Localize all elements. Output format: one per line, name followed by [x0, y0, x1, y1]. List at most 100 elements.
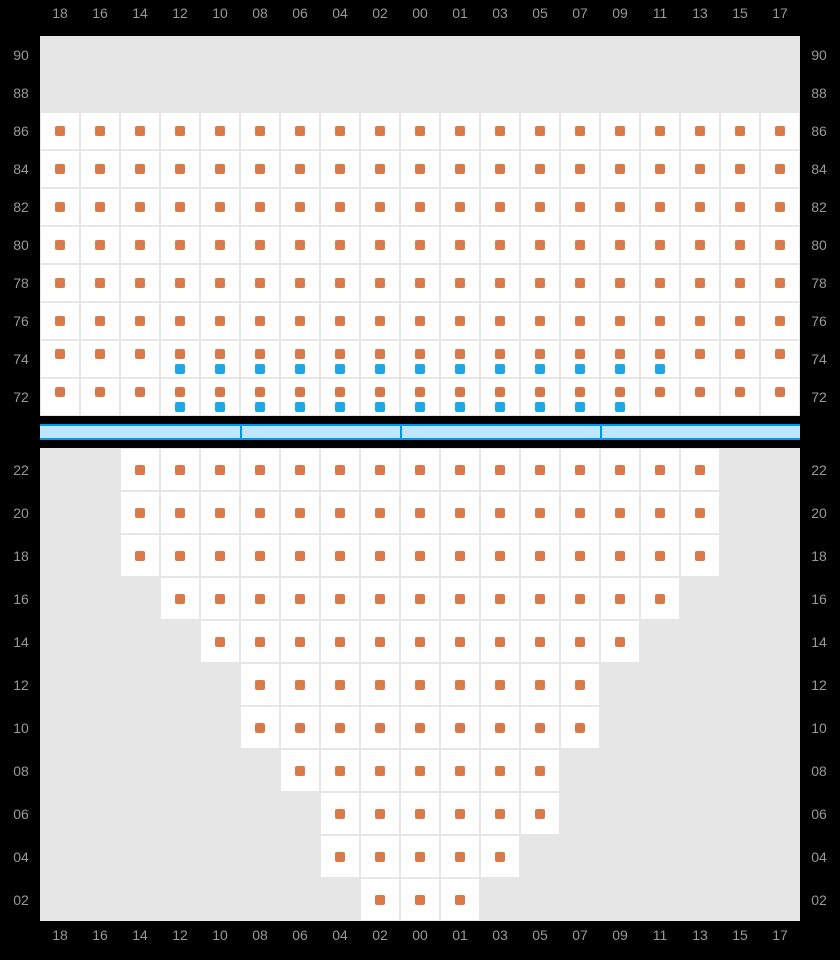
seat-cell[interactable] [600, 226, 640, 264]
seat-cell[interactable] [320, 491, 360, 534]
seat-cell[interactable] [480, 663, 520, 706]
seat-cell[interactable] [760, 150, 800, 188]
seat-cell[interactable] [80, 302, 120, 340]
seat-cell[interactable] [520, 792, 560, 835]
seat-cell[interactable] [480, 792, 520, 835]
seat-cell[interactable] [400, 264, 440, 302]
seat-cell[interactable] [440, 663, 480, 706]
seat-cell[interactable] [320, 706, 360, 749]
seat-cell[interactable] [200, 302, 240, 340]
seat-cell[interactable] [760, 340, 800, 378]
seat-cell[interactable] [680, 150, 720, 188]
seat-cell[interactable] [520, 302, 560, 340]
seat-cell[interactable] [280, 663, 320, 706]
seat-cell[interactable] [640, 226, 680, 264]
seat-cell[interactable] [400, 448, 440, 491]
seat-cell[interactable] [560, 663, 600, 706]
seat-cell[interactable] [320, 226, 360, 264]
seat-cell[interactable] [640, 264, 680, 302]
seat-cell[interactable] [320, 534, 360, 577]
seat-cell[interactable] [400, 188, 440, 226]
seat-cell[interactable] [720, 264, 760, 302]
seat-cell[interactable] [400, 112, 440, 150]
seat-cell[interactable] [600, 112, 640, 150]
seat-cell[interactable] [480, 226, 520, 264]
seat-cell[interactable] [600, 491, 640, 534]
seat-cell[interactable] [360, 302, 400, 340]
seat-cell[interactable] [720, 378, 760, 416]
seat-cell[interactable] [320, 264, 360, 302]
seat-cell[interactable] [440, 226, 480, 264]
seat-cell[interactable] [520, 663, 560, 706]
seat-cell[interactable] [640, 491, 680, 534]
seat-cell[interactable] [440, 749, 480, 792]
seat-cell[interactable] [520, 491, 560, 534]
seat-cell[interactable] [400, 620, 440, 663]
seat-cell[interactable] [120, 226, 160, 264]
seat-cell[interactable] [680, 188, 720, 226]
seat-cell[interactable] [640, 112, 680, 150]
seat-cell[interactable] [200, 226, 240, 264]
seat-cell[interactable] [640, 534, 680, 577]
seat-cell[interactable] [600, 264, 640, 302]
seat-cell[interactable] [520, 226, 560, 264]
seat-cell[interactable] [160, 534, 200, 577]
seat-cell[interactable] [440, 302, 480, 340]
seat-cell[interactable] [280, 302, 320, 340]
seat-cell[interactable] [560, 577, 600, 620]
seat-cell[interactable] [120, 302, 160, 340]
seat-cell[interactable] [320, 792, 360, 835]
seat-cell[interactable] [520, 448, 560, 491]
seat-cell[interactable] [240, 302, 280, 340]
seat-cell[interactable] [760, 378, 800, 416]
seat-cell[interactable] [600, 620, 640, 663]
seat-cell[interactable] [320, 620, 360, 663]
seat-cell[interactable] [360, 706, 400, 749]
seat-cell[interactable] [400, 835, 440, 878]
seat-cell[interactable] [440, 792, 480, 835]
seat-cell[interactable] [680, 264, 720, 302]
seat-cell[interactable] [520, 150, 560, 188]
seat-cell[interactable] [520, 706, 560, 749]
seat-cell[interactable] [160, 150, 200, 188]
seat-cell[interactable] [560, 264, 600, 302]
seat-cell[interactable] [360, 226, 400, 264]
seat-cell[interactable] [640, 448, 680, 491]
seat-cell[interactable] [560, 150, 600, 188]
seat-cell[interactable] [160, 264, 200, 302]
seat-cell[interactable] [80, 340, 120, 378]
seat-cell[interactable] [160, 491, 200, 534]
seat-cell[interactable] [720, 188, 760, 226]
seat-cell[interactable] [200, 264, 240, 302]
seat-cell[interactable] [280, 264, 320, 302]
seat-cell[interactable] [40, 188, 80, 226]
seat-cell[interactable] [560, 534, 600, 577]
seat-cell[interactable] [480, 749, 520, 792]
seat-cell[interactable] [200, 534, 240, 577]
seat-cell[interactable] [280, 620, 320, 663]
seat-cell[interactable] [360, 878, 400, 921]
seat-cell[interactable] [120, 264, 160, 302]
seat-cell[interactable] [560, 706, 600, 749]
seat-cell[interactable] [360, 749, 400, 792]
seat-cell[interactable] [240, 663, 280, 706]
seat-cell[interactable] [240, 448, 280, 491]
seat-cell[interactable] [440, 448, 480, 491]
seat-cell[interactable] [440, 188, 480, 226]
seat-cell[interactable] [720, 340, 760, 378]
seat-cell[interactable] [680, 491, 720, 534]
seat-cell[interactable] [120, 150, 160, 188]
seat-cell[interactable] [720, 112, 760, 150]
seat-cell[interactable] [40, 378, 80, 416]
seat-cell[interactable] [320, 835, 360, 878]
seat-cell[interactable] [640, 150, 680, 188]
seat-cell[interactable] [40, 340, 80, 378]
seat-cell[interactable] [560, 620, 600, 663]
seat-cell[interactable] [640, 302, 680, 340]
seat-cell[interactable] [360, 112, 400, 150]
seat-cell[interactable] [480, 112, 520, 150]
seat-cell[interactable] [240, 577, 280, 620]
seat-cell[interactable] [400, 491, 440, 534]
seat-cell[interactable] [440, 264, 480, 302]
seat-cell[interactable] [360, 448, 400, 491]
